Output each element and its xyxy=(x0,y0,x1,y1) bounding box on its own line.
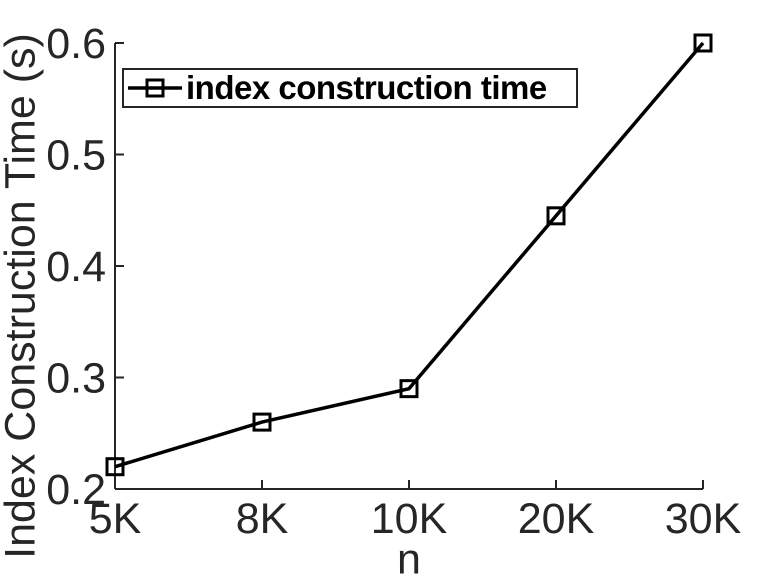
x-axis-tick-label: 5K xyxy=(89,495,142,543)
x-axis-tick-label: 8K xyxy=(236,495,289,543)
y-axis-tick-label: 0.6 xyxy=(46,20,106,68)
y-axis-tick-label: 0.3 xyxy=(46,355,106,403)
x-axis-tick-label: 30K xyxy=(665,495,742,543)
data-point-marker xyxy=(693,33,713,53)
legend-entry-label: index construction time xyxy=(186,69,547,106)
x-axis-label: n xyxy=(397,535,421,584)
data-point-marker xyxy=(546,206,566,226)
x-axis-tick-label: 20K xyxy=(518,495,595,543)
y-axis-label: Index Construction Time (s) xyxy=(0,33,45,559)
data-point-marker xyxy=(399,379,419,399)
x-axis-tick-label: 10K xyxy=(371,495,448,543)
data-point-marker xyxy=(105,457,125,477)
series-line xyxy=(114,41,705,469)
legend-box: index construction time xyxy=(122,68,578,108)
data-point-marker xyxy=(252,412,272,432)
y-axis-tick-label: 0.2 xyxy=(46,466,106,514)
y-axis-tick-label: 0.5 xyxy=(46,132,106,180)
y-axis-tick-label: 0.4 xyxy=(46,243,106,291)
legend-line-marker-icon xyxy=(128,78,182,98)
